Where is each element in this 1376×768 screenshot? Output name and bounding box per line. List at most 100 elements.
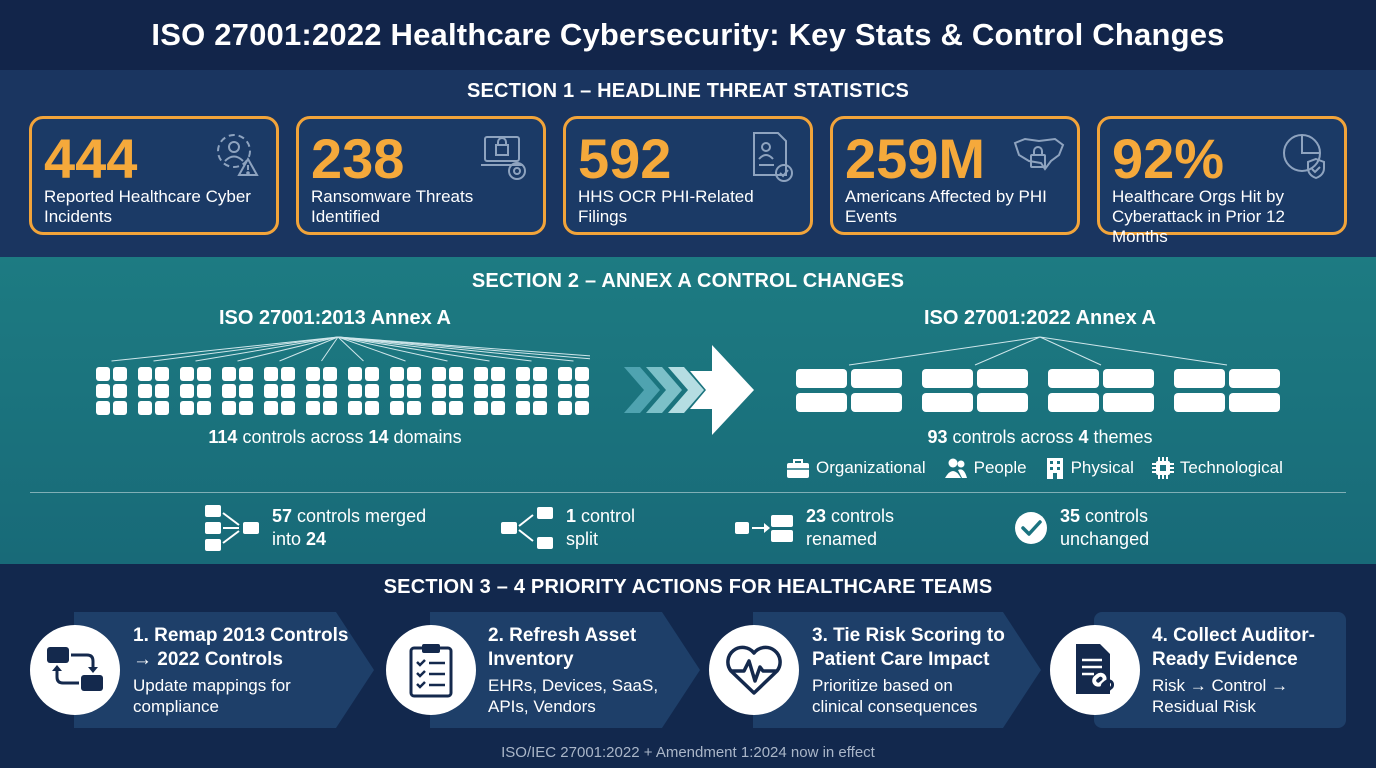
control-square [96, 367, 110, 381]
section3-heading: SECTION 3 – 4 PRIORITY ACTIONS FOR HEALT… [383, 576, 993, 598]
control-square [558, 401, 572, 415]
action-desc-line2: Residual Risk [1152, 697, 1256, 716]
theme-fan-line [848, 336, 1041, 366]
stat-label: Ransomware Threats Identified [311, 187, 474, 226]
change-renamed-text: 23 controls renamed [806, 505, 894, 551]
control-square [575, 367, 589, 381]
control-square [306, 401, 320, 415]
renamed-text: controls [826, 506, 895, 526]
action-title: 1. Remap 2013 Controls → 2022 Controls [133, 624, 373, 672]
fan-line [337, 336, 590, 357]
theme-control-block [922, 393, 973, 412]
theme-control-block [1103, 393, 1154, 412]
fan-line [195, 336, 339, 362]
control-square [264, 384, 278, 398]
control-square [365, 384, 379, 398]
new-controls-count: 93 [927, 427, 948, 447]
theme-control-block [1174, 393, 1225, 412]
control-square [197, 401, 211, 415]
unchanged-line2: unchanged [1060, 529, 1150, 549]
change-unchanged-text: 35 controls unchanged [1060, 505, 1149, 551]
theme-control-block [1229, 369, 1280, 388]
action-icon-circle [709, 625, 799, 715]
split-text: control [576, 506, 636, 526]
control-square [180, 384, 194, 398]
theme-label: Organizational [816, 458, 926, 477]
action-title-line2: Patient Care Impact [812, 649, 990, 670]
stat-value: 444 [44, 127, 138, 190]
new-themes-count: 4 [1078, 427, 1089, 447]
control-square [222, 401, 236, 415]
old-annex-title: ISO 27001:2013 Annex A [219, 307, 451, 329]
control-square [239, 401, 253, 415]
fan-line [337, 336, 406, 362]
action-banner [1094, 612, 1346, 728]
control-square [323, 401, 337, 415]
briefcase-icon [787, 459, 809, 478]
action-remap-controls: 1. Remap 2013 Controls → 2022 Controls U… [30, 612, 374, 728]
control-square [222, 384, 236, 398]
themes-legend: Organizational People Physical [786, 457, 1283, 479]
control-square [180, 367, 194, 381]
new-controls-diagram [796, 336, 1280, 412]
heart-pulse-icon [726, 645, 782, 695]
control-square [323, 384, 337, 398]
transition-arrow-icon [624, 345, 754, 435]
control-square [407, 384, 421, 398]
action-desc: Prioritize based on clinical consequence… [812, 675, 1040, 717]
action-desc-line1: EHRs, Devices, SaaS, [488, 676, 659, 695]
document-link-icon [1076, 644, 1115, 694]
control-square [365, 367, 379, 381]
action-refresh-inventory: 2. Refresh Asset Inventory EHRs, Devices… [386, 612, 700, 728]
stat-value: 92% [1112, 127, 1225, 190]
control-square [533, 367, 547, 381]
theme-control-block [977, 369, 1028, 388]
control-square [558, 367, 572, 381]
section-priority-actions: SECTION 3 – 4 PRIORITY ACTIONS FOR HEALT… [0, 564, 1376, 768]
stat-value: 592 [578, 127, 672, 190]
unchanged-count: 35 [1060, 506, 1081, 526]
split-icon [501, 507, 553, 549]
control-square [239, 367, 253, 381]
control-square [222, 367, 236, 381]
stat-card-americans-affected: 259M Americans Affected by PHI Events [830, 116, 1080, 235]
theme-fan-line [974, 336, 1041, 366]
control-square [281, 401, 295, 415]
footer-note: ISO/IEC 27001:2022 + Amendment 1:2024 no… [501, 744, 875, 761]
checkmark-circle-icon [1015, 512, 1047, 544]
action-banner [430, 612, 700, 728]
control-square [390, 367, 404, 381]
action-title: 4. Collect Auditor- Ready Evidence [1152, 624, 1342, 672]
building-icon [1046, 458, 1063, 479]
control-square [575, 384, 589, 398]
stat-card-ocr-filings: 592 HHS OCR PHI-Related Filings [563, 116, 813, 235]
alert-person-icon [217, 134, 259, 176]
fan-line [337, 336, 574, 362]
control-square [533, 384, 547, 398]
stat-value: 238 [311, 127, 405, 190]
old-controls-count: 114 [208, 427, 238, 447]
control-square [155, 401, 169, 415]
section1-heading: SECTION 1 – HEADLINE THREAT STATISTICS [466, 80, 910, 102]
control-square [390, 384, 404, 398]
theme-control-block [796, 369, 847, 388]
control-square [575, 401, 589, 415]
action-tie-risk-scoring: 3. Tie Risk Scoring to Patient Care Impa… [709, 612, 1041, 728]
fan-line [111, 336, 339, 362]
ransomware-laptop-icon [481, 136, 526, 180]
action-collect-evidence: 4. Collect Auditor- Ready Evidence Risk … [1050, 612, 1346, 728]
control-square [516, 367, 530, 381]
control-square [96, 401, 110, 415]
theme-label: Technological [1179, 458, 1283, 477]
change-renamed: 23 controls renamed [734, 505, 894, 551]
old-domains-count: 14 [368, 427, 389, 447]
control-square [348, 384, 362, 398]
control-square [474, 367, 488, 381]
control-square [474, 384, 488, 398]
action-title-line2: → 2022 Controls [133, 649, 283, 670]
control-square [306, 367, 320, 381]
control-square [155, 367, 169, 381]
control-square [155, 384, 169, 398]
fan-line [337, 336, 364, 362]
control-square [516, 401, 530, 415]
